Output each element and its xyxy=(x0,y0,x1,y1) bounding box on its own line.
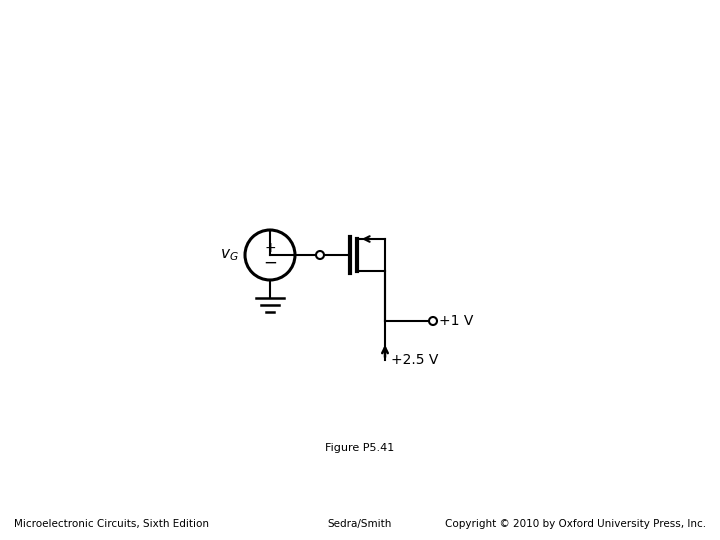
Text: Sedra/Smith: Sedra/Smith xyxy=(328,519,392,529)
Text: Copyright © 2010 by Oxford University Press, Inc.: Copyright © 2010 by Oxford University Pr… xyxy=(445,519,706,529)
Text: −: − xyxy=(263,254,277,272)
Circle shape xyxy=(429,317,437,325)
Circle shape xyxy=(316,251,324,259)
Text: Microelectronic Circuits, Sixth Edition: Microelectronic Circuits, Sixth Edition xyxy=(14,519,209,529)
Text: +1 V: +1 V xyxy=(439,314,473,328)
Text: +2.5 V: +2.5 V xyxy=(391,353,438,367)
Text: +: + xyxy=(264,241,276,255)
Text: Figure P5.41: Figure P5.41 xyxy=(325,443,395,453)
Text: $v_G$: $v_G$ xyxy=(220,247,239,263)
